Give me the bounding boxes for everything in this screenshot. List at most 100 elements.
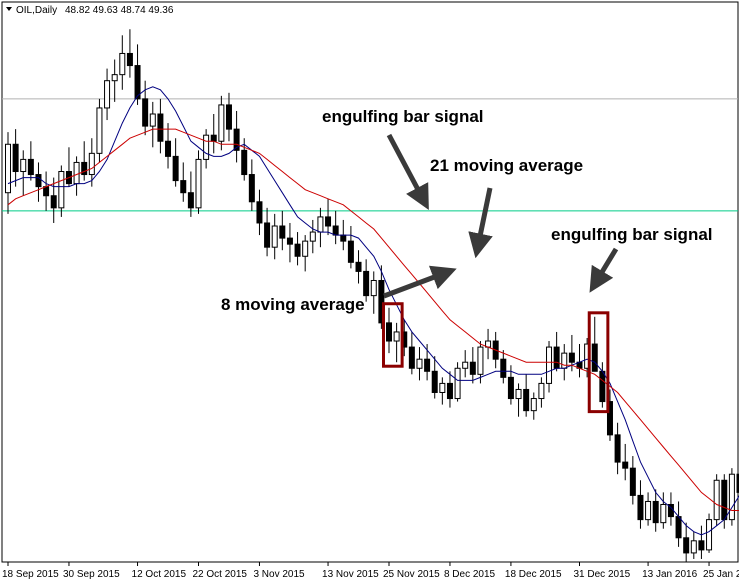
- candle: [218, 95, 225, 151]
- candle: [248, 159, 255, 211]
- candle-body-bearish: [43, 186, 50, 197]
- candle: [264, 207, 271, 257]
- candle: [20, 150, 27, 196]
- candle-body-bullish: [439, 382, 446, 393]
- candle-body-bullish: [317, 216, 324, 233]
- candle-body-bearish: [424, 358, 431, 372]
- candle-body-bearish: [363, 270, 370, 297]
- candle-body-bearish: [134, 65, 141, 100]
- candle: [27, 141, 34, 181]
- candle: [286, 222, 293, 263]
- annotation-engulfing-2: engulfing bar signal: [551, 225, 713, 244]
- candle: [393, 322, 400, 363]
- candle-body-bearish: [50, 195, 57, 209]
- candle: [126, 29, 133, 78]
- candle: [683, 522, 690, 562]
- candle: [347, 226, 354, 269]
- candle-body-bearish: [12, 143, 19, 173]
- candle-body-bearish: [614, 434, 621, 463]
- dropdown-triangle-icon[interactable]: [6, 7, 12, 11]
- candle-body-bullish: [5, 143, 11, 194]
- candle: [629, 456, 636, 505]
- candle: [416, 347, 423, 381]
- x-tick-label: 8 Dec 2015: [444, 569, 496, 580]
- candle-body-bearish: [35, 174, 42, 188]
- candle: [363, 259, 370, 302]
- candle: [149, 101, 156, 148]
- candle-body-bullish: [58, 171, 65, 209]
- candle: [96, 98, 103, 163]
- candle-body-bearish: [180, 180, 187, 194]
- candle-body-bearish: [721, 479, 728, 521]
- candle-body-bullish: [546, 346, 553, 384]
- candle-body-bullish: [111, 74, 118, 82]
- annotation-engulfing-1: engulfing bar signal: [322, 107, 484, 126]
- candle-body-bearish: [165, 140, 172, 157]
- candle: [157, 98, 164, 154]
- arrow-8-ma: [383, 265, 457, 299]
- candle: [165, 123, 172, 169]
- candle: [706, 513, 713, 553]
- candle-body-bearish: [187, 192, 194, 209]
- candle-body-bearish: [126, 52, 133, 67]
- candle: [134, 44, 141, 105]
- candle-body-bearish: [378, 279, 385, 324]
- candle-body-bearish: [591, 343, 598, 372]
- candle-body-bearish: [225, 104, 232, 130]
- candle-body-bearish: [279, 225, 286, 239]
- candle: [713, 474, 720, 526]
- candle-body-bearish: [332, 225, 339, 236]
- x-tick-label: 12 Oct 2015: [132, 569, 187, 580]
- candle: [469, 347, 476, 384]
- candle-body-bearish: [256, 201, 263, 224]
- candle: [378, 265, 385, 329]
- candle-body-bearish: [233, 128, 240, 151]
- candle: [180, 162, 187, 202]
- candle: [622, 443, 629, 481]
- x-tick-label: 30 Sep 2015: [63, 569, 120, 580]
- candle-body-bearish: [408, 346, 415, 369]
- candle-body-bullish: [96, 107, 103, 154]
- arrow-21-ma: [468, 187, 493, 259]
- x-tick-label: 18 Dec 2015: [505, 569, 562, 580]
- candle-body-bullish: [660, 503, 667, 524]
- candle-body-bearish: [142, 98, 149, 127]
- candle: [279, 210, 286, 251]
- arrow-engulfing-2: [589, 247, 619, 293]
- candle-body-bullish: [104, 80, 111, 109]
- candle: [546, 341, 553, 393]
- candle-body-bearish: [386, 322, 392, 342]
- candle-body-bearish: [698, 540, 705, 551]
- candle-body-bullish: [454, 367, 461, 400]
- candle: [652, 489, 659, 532]
- candle: [225, 92, 232, 142]
- x-tick-label: 13 Nov 2015: [322, 569, 379, 580]
- candle: [454, 362, 461, 402]
- candle: [241, 138, 248, 181]
- candle-body-bearish: [736, 473, 739, 493]
- candle-body-bearish: [355, 261, 362, 272]
- candle: [660, 492, 667, 529]
- candle-body-bearish: [637, 494, 644, 521]
- candle: [698, 525, 705, 559]
- candle-body-bearish: [294, 243, 301, 257]
- candle-body-bullish: [538, 382, 545, 400]
- candle-body-bullish: [530, 398, 537, 412]
- candle: [195, 150, 202, 214]
- x-tick-label: 25 Jan 2: [703, 569, 739, 580]
- x-tick-label: 22 Oct 2015: [193, 569, 248, 580]
- candle: [614, 422, 621, 475]
- candle-body-bearish: [469, 361, 476, 375]
- engulfing-highlight-box-1: [382, 302, 404, 368]
- annotation-8-ma: 8 moving average: [221, 295, 365, 314]
- candle-body-bullish: [706, 519, 713, 551]
- candle-body-bullish: [195, 158, 202, 209]
- candle: [386, 307, 392, 354]
- candle: [35, 162, 42, 202]
- candle-body-bearish: [599, 370, 606, 403]
- candle-body-bearish: [264, 222, 271, 248]
- candle-body-bearish: [248, 174, 255, 203]
- candle-body-bullish: [370, 279, 377, 297]
- candle-body-bullish: [728, 473, 735, 521]
